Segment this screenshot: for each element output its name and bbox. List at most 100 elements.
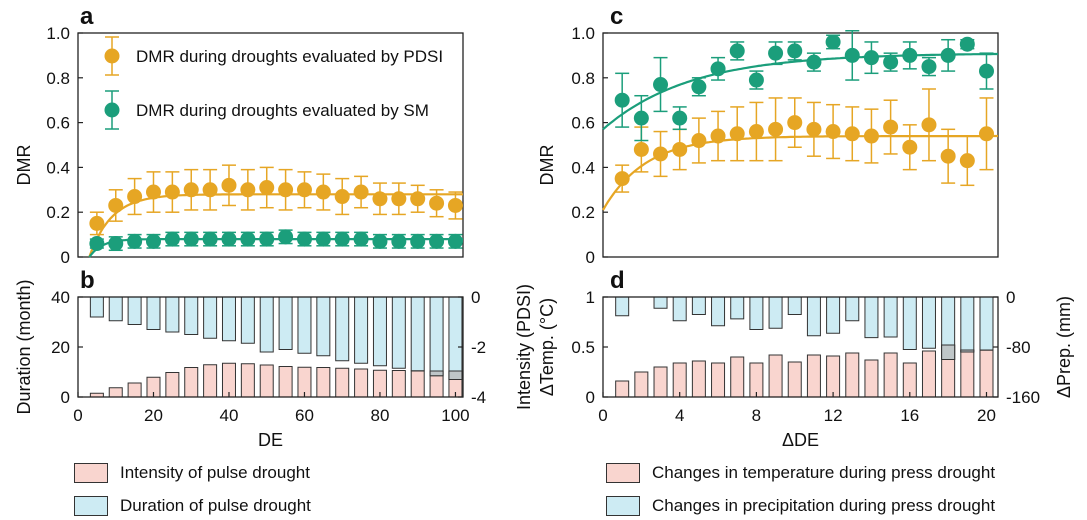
data-point: [447, 233, 463, 249]
prep-bar: [672, 296, 687, 322]
intensity-bar: [221, 296, 236, 342]
x-tick-label: 16: [900, 406, 919, 425]
x-tick-label: 100: [441, 406, 469, 425]
intensity-bar: [203, 296, 218, 339]
intensity-bar: [89, 296, 104, 318]
duration-bar: [221, 362, 236, 398]
data-point: [729, 43, 745, 59]
data-point: [183, 182, 199, 198]
data-point: [748, 124, 764, 140]
data-point: [710, 61, 726, 77]
duration-bar: [316, 367, 331, 398]
x-tick-label: 0: [73, 406, 82, 425]
fit-curve: [88, 193, 463, 258]
legend-item-intensity-pulse: Intensity of pulse drought: [74, 463, 310, 483]
x-axis-label: ΔDE: [782, 430, 819, 450]
duration-bar: [259, 364, 274, 398]
legend-item: DMR during droughts evaluated by SM: [104, 90, 429, 130]
data-point: [921, 59, 937, 75]
prep-bar: [653, 296, 668, 309]
x-tick-label: 12: [824, 406, 843, 425]
data-point: [710, 128, 726, 144]
intensity-bar: [354, 296, 369, 364]
plot-frame: [602, 32, 999, 258]
prep-bar: [979, 296, 994, 351]
figure: 0 0.2 0.4 0.6 0.8 1.0 DMR a DMR during droughts …: [14, 3, 1074, 450]
temp-bar: [730, 356, 745, 398]
data-point: [315, 231, 331, 247]
data-point: [127, 189, 143, 205]
data-point: [108, 236, 124, 252]
legend-item-prep-press: Changes in precipitation during press dr…: [606, 496, 995, 516]
panel-letter: c: [610, 3, 623, 30]
y-right-tick-label: -2: [471, 338, 486, 357]
data-point: [164, 231, 180, 247]
panel-letter: b: [80, 267, 95, 294]
duration-bar: [203, 364, 218, 398]
temp-bar: [902, 362, 917, 398]
data-point: [202, 231, 218, 247]
y-tick-label: 0.2: [46, 203, 70, 222]
data-point: [372, 233, 388, 249]
fit-curve: [602, 52, 998, 131]
y-tick-label: 40: [51, 288, 70, 307]
y-right-tick-label: -80: [1006, 338, 1031, 357]
y-tick-label: 0: [586, 248, 595, 267]
legend-swatch-blue: [74, 496, 108, 516]
data-point: [164, 184, 180, 200]
data-point: [672, 110, 688, 126]
data-point: [653, 77, 669, 93]
data-point: [259, 231, 275, 247]
y-tick-label: 0.8: [46, 69, 70, 88]
data-point: [372, 191, 388, 207]
y-tick-label: 1.0: [46, 24, 70, 43]
prep-bar: [826, 296, 841, 334]
duration-bar: [278, 366, 293, 398]
data-point: [447, 197, 463, 213]
y-tick-label: 20: [51, 338, 70, 357]
prep-bar: [711, 296, 726, 327]
data-point: [691, 79, 707, 95]
data-point: [806, 121, 822, 137]
fit-curve: [88, 238, 463, 258]
data-point: [806, 54, 822, 70]
duration-bar: [240, 363, 255, 398]
data-point: [391, 191, 407, 207]
data-point: [334, 189, 350, 205]
intensity-bar: [316, 296, 331, 357]
data-point: [278, 229, 294, 245]
y-tick-label: 0.8: [571, 69, 595, 88]
intensity-bar: [146, 296, 161, 330]
duration-bar: [354, 368, 369, 398]
fit-curve: [602, 134, 998, 211]
y-right-tick-label: -160: [1006, 388, 1040, 407]
data-point: [768, 121, 784, 137]
x-tick-label: 0: [598, 406, 607, 425]
x-tick-label: 20: [144, 406, 163, 425]
panel-letter: a: [80, 3, 94, 30]
duration-bar: [165, 372, 180, 398]
legend-label: Changes in precipitation during press dr…: [652, 496, 996, 515]
data-point: [633, 141, 649, 157]
temp-bar: [921, 350, 936, 398]
x-tick-label: 8: [752, 406, 761, 425]
legend-swatch-pink: [74, 463, 108, 483]
panel-b-duration-intensity: 0 20 40 0 -2 -4 0 20 40 60 80 100 DE Duration (month)…: [14, 267, 534, 450]
data-point: [844, 47, 860, 63]
y-right-axis-label: Intensity (PDSI): [514, 284, 534, 410]
temp-bar: [634, 371, 649, 398]
intensity-bar: [184, 296, 199, 335]
y-tick-label: 0.6: [571, 114, 595, 133]
data-point: [127, 233, 143, 249]
duration-bar: [335, 367, 350, 398]
temp-bar: [672, 362, 687, 398]
y-tick-label: 0.2: [571, 203, 595, 222]
y-tick-label: 0.6: [46, 114, 70, 133]
data-point: [410, 191, 426, 207]
legend-item: DMR during droughts evaluated by PDSI: [104, 36, 443, 76]
intensity-bar: [259, 296, 274, 353]
panel-c-dmr-delta-de: 0 0.2 0.4 0.6 0.8 1.0 DMR c: [537, 3, 999, 267]
data-point: [202, 182, 218, 198]
temp-bar: [691, 360, 706, 398]
data-point: [221, 231, 237, 247]
